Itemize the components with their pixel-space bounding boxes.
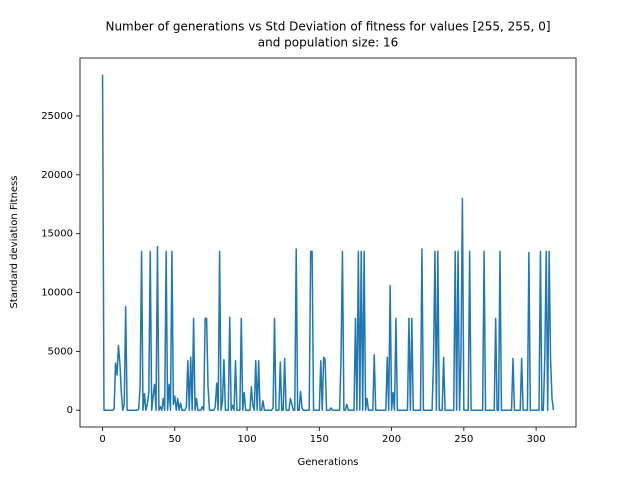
y-axis-label: Standard deviation Fitness — [9, 176, 20, 309]
axes-frame — [79, 57, 577, 428]
y-tick-label: 25000 — [41, 111, 73, 122]
x-axis-label: Generations — [298, 457, 359, 468]
x-tick-label: 50 — [168, 434, 181, 445]
x-tick-label: 200 — [382, 434, 401, 445]
y-tick-label: 20000 — [41, 170, 73, 181]
y-tick-label: 15000 — [41, 229, 73, 240]
x-tick-label: 300 — [527, 434, 546, 445]
x-tick-label: 0 — [99, 434, 105, 445]
x-tick-label: 150 — [310, 434, 329, 445]
chart-title: and population size: 16 — [258, 36, 398, 50]
x-tick-label: 100 — [238, 434, 257, 445]
y-tick-label: 0 — [67, 405, 73, 416]
data-line — [101, 74, 555, 411]
chart-title: Number of generations vs Std Deviation o… — [105, 20, 550, 34]
y-tick-label: 5000 — [48, 346, 73, 357]
y-tick-label: 10000 — [41, 288, 73, 299]
x-tick-label: 250 — [454, 434, 473, 445]
plot-area — [101, 74, 555, 411]
